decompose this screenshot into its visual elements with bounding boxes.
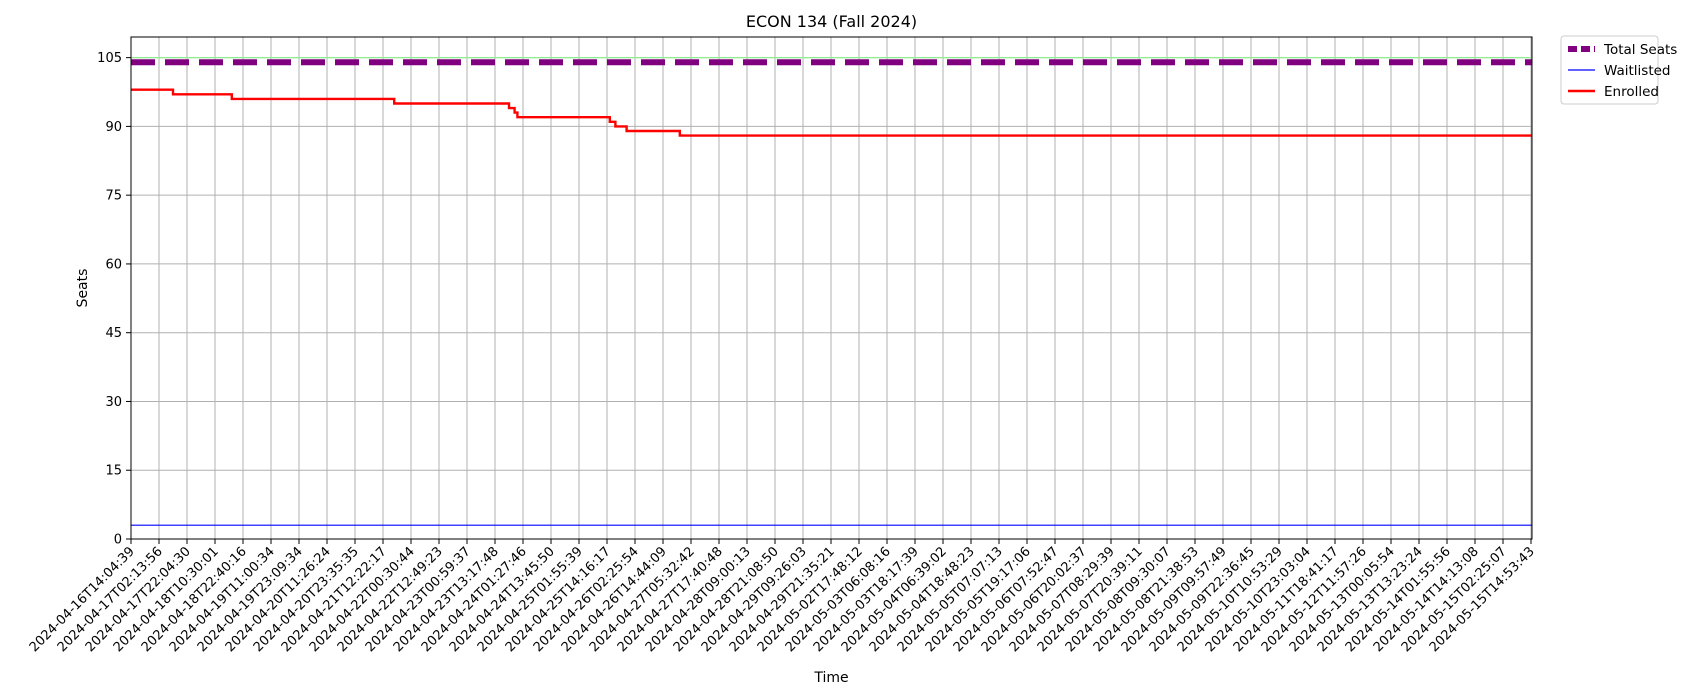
x-axis-title: Time [813, 670, 848, 686]
y-axis: 0 15 30 45 60 75 90 105 [97, 51, 131, 548]
chart-title: ECON 134 (Fall 2024) [746, 12, 917, 31]
x-axis: 2024-04-16T14:04:392024-04-17T02:13:5620… [27, 539, 1538, 655]
legend-label: Enrolled [1604, 84, 1659, 100]
y-tick-label: 0 [114, 533, 122, 548]
y-tick-label: 45 [105, 326, 122, 341]
series-layer [131, 57, 1532, 526]
legend: Total Seats Waitlisted Enrolled [1560, 35, 1677, 105]
legend-label: Total Seats [1603, 42, 1677, 58]
y-axis-title: Seats [75, 269, 91, 308]
series-line-enrolled [131, 88, 1532, 137]
y-tick-label: 15 [105, 464, 122, 479]
y-tick-label: 60 [105, 257, 122, 272]
y-tick-label: 75 [105, 189, 122, 204]
y-tick-label: 105 [97, 51, 122, 66]
y-tick-label: 30 [105, 395, 122, 410]
legend-label: Waitlisted [1604, 63, 1671, 79]
legend-box [1560, 35, 1659, 105]
y-tick-label: 90 [105, 120, 122, 135]
